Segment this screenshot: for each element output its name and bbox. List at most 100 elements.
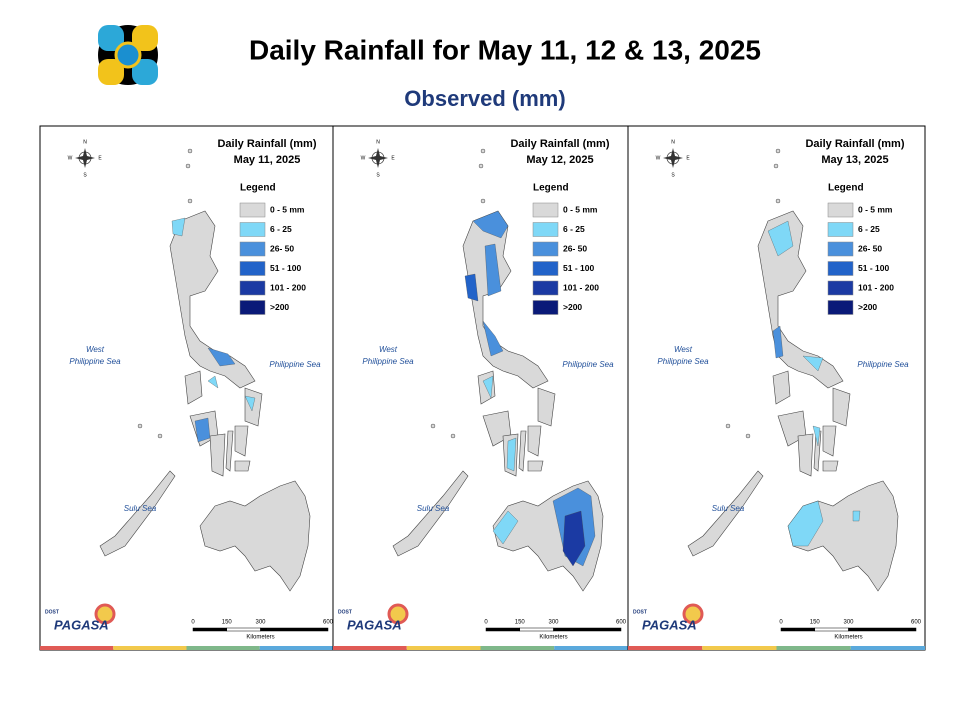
rain-area [464, 273, 479, 302]
scale-tick-label: 0 [191, 620, 195, 626]
legend-swatch [827, 241, 854, 257]
legend-swatch [532, 261, 559, 276]
compass-letter: W [361, 155, 366, 161]
legend-swatch [532, 241, 559, 257]
island [797, 433, 814, 477]
panel-date: May 12, 2025 [526, 154, 593, 166]
legend-label: 0 - 5 mm [563, 204, 598, 214]
compass-letter: N [83, 139, 87, 145]
island [225, 430, 234, 472]
legend-label: 0 - 5 mm [270, 204, 305, 214]
scale-segment [814, 627, 849, 632]
panel-title: Daily Rainfall (mm) [217, 138, 316, 150]
rain-area [802, 355, 824, 372]
sea-label: Philippine Sea [857, 360, 909, 369]
compass-letter: E [391, 155, 395, 161]
scale-segment [260, 627, 329, 632]
color-stripe [702, 646, 777, 650]
legend-swatch [239, 202, 266, 218]
islet [478, 163, 484, 169]
rain-area [482, 320, 504, 357]
legend-swatch [532, 222, 559, 237]
island [772, 370, 791, 405]
legend-swatch [239, 300, 266, 315]
color-stripe [480, 646, 555, 650]
islet [450, 433, 456, 439]
island [822, 425, 837, 457]
color-stripe [628, 646, 703, 650]
islet [430, 423, 436, 429]
logo-dost: DOST [45, 609, 59, 615]
sea-label: Sulu Sea [712, 504, 745, 513]
logo-umbrella [387, 603, 409, 625]
legend-swatch [827, 280, 854, 296]
islet [480, 148, 486, 154]
map-panel: Daily Rainfall (mm) May 11, 2025 Legend 0 -… [39, 125, 334, 651]
scale-tick-label: 300 [843, 620, 854, 626]
rain-area [812, 425, 821, 447]
rain-area [492, 510, 519, 545]
scale-segment [553, 627, 622, 632]
legend-label: 101 - 200 [563, 282, 599, 292]
island [199, 480, 311, 592]
legend-swatch [532, 202, 559, 218]
rain-area [772, 325, 784, 359]
islet [187, 198, 193, 204]
island [832, 387, 851, 427]
legend-swatch [239, 261, 266, 276]
legend-label: 51 - 100 [270, 263, 301, 273]
panel-title: Daily Rainfall (mm) [805, 138, 904, 150]
compass-letter: S [671, 172, 675, 178]
sea-label: Philippine Sea [362, 357, 414, 366]
island [209, 433, 226, 477]
compass-letter: E [686, 155, 690, 161]
scale-unit: Kilometers [246, 635, 274, 641]
color-stripe [259, 646, 333, 650]
legend-label: 0 - 5 mm [858, 204, 893, 214]
compass-ring [371, 151, 385, 165]
panel-date: May 11, 2025 [234, 154, 301, 166]
islet [137, 423, 143, 429]
rain-area [244, 395, 256, 412]
compass-letter: S [83, 172, 87, 178]
island [687, 470, 764, 557]
scale-unit: Kilometers [539, 635, 567, 641]
legend-label: 26- 50 [858, 243, 882, 253]
sea-label: Philippine Sea [562, 360, 614, 369]
map-panel: Daily Rainfall (mm) May 13, 2025 Legend 0 -… [627, 125, 926, 651]
rain-area [484, 243, 502, 297]
scale-tick-label: 150 [222, 620, 233, 626]
sea-label: Sulu Sea [417, 504, 450, 513]
color-stripe [554, 646, 628, 650]
rain-area [207, 375, 219, 389]
compass-rose [75, 148, 95, 168]
compass: N S E W [361, 139, 396, 178]
color-stripe [40, 646, 114, 650]
legend-swatch [827, 300, 854, 315]
islet [725, 423, 731, 429]
legend-swatch [239, 222, 266, 237]
header-logo [98, 25, 158, 85]
scale-tick-label: 300 [255, 620, 266, 626]
compass: N S E W [68, 139, 103, 178]
scale-tick-label: 0 [484, 620, 488, 626]
legend-swatch [239, 241, 266, 257]
logo-agency: PAGASA [347, 617, 402, 632]
legend-swatch [827, 202, 854, 218]
islet [187, 148, 193, 154]
legend-label: 6 - 25 [858, 224, 880, 234]
sea-label: Sulu Sea [124, 504, 157, 513]
scale-tick-label: 0 [779, 620, 783, 626]
scale-unit: Kilometers [834, 635, 862, 641]
island [234, 460, 251, 472]
scale-segment [848, 627, 917, 632]
islet [185, 163, 191, 169]
sea-label: Philippine Sea [269, 360, 321, 369]
logo-agency: PAGASA [54, 617, 109, 632]
legend-swatch [532, 280, 559, 296]
island [518, 430, 527, 472]
logo-umbrella [94, 603, 116, 625]
compass-rose [368, 148, 388, 168]
